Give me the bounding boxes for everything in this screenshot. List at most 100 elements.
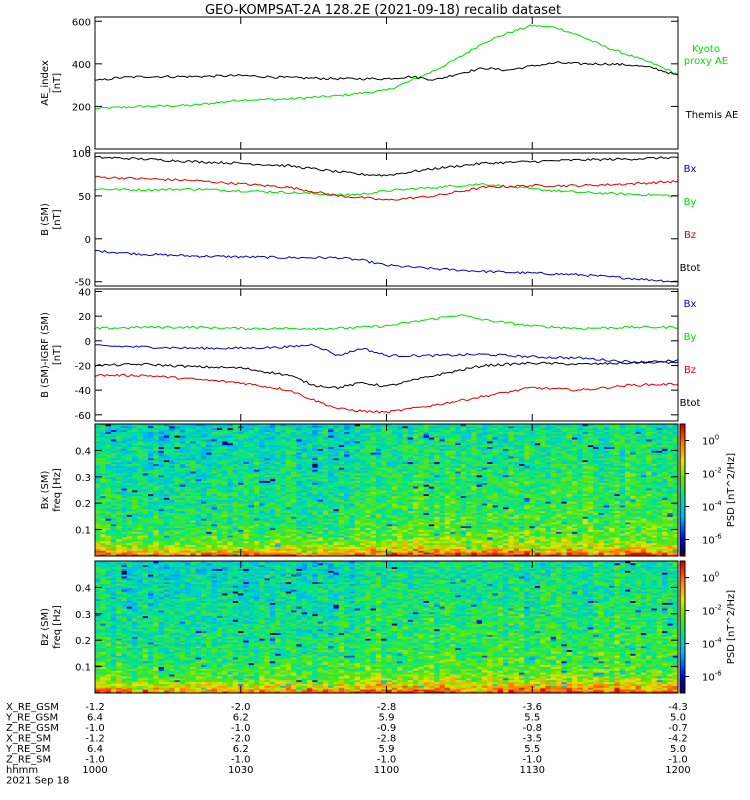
psd-cell <box>105 488 112 491</box>
psd-cell <box>216 469 223 472</box>
psd-cell <box>238 537 244 540</box>
psd-cell <box>148 503 154 506</box>
psd-cell <box>275 520 281 523</box>
psd-cell <box>344 506 350 510</box>
psd-cell <box>163 444 170 448</box>
psd-cell <box>259 554 265 557</box>
psd-cell <box>185 469 191 472</box>
psd-cell <box>285 435 292 438</box>
psd-cell <box>269 531 276 534</box>
psd-cell <box>285 514 292 517</box>
psd-cell <box>201 539 207 542</box>
psd-cell <box>179 493 186 497</box>
psd-cell <box>259 435 265 438</box>
psd-cell <box>153 450 159 453</box>
psd-cell <box>238 469 244 472</box>
psd-cell <box>195 533 202 536</box>
psd-cell <box>190 427 197 431</box>
psd-cell <box>201 476 207 480</box>
psd-cell <box>110 442 117 446</box>
psd-cell <box>227 459 234 463</box>
psd-cell <box>291 448 297 451</box>
psd-cell <box>322 424 329 427</box>
psd-cell <box>95 520 101 523</box>
psd-cell <box>328 446 334 449</box>
psd-cell <box>132 542 138 546</box>
psd-cell <box>312 520 318 523</box>
psd-cell <box>153 469 159 472</box>
psd-cell <box>275 486 281 489</box>
psd-cell <box>206 548 212 551</box>
psd-cell <box>254 450 260 453</box>
psd-cell <box>338 512 345 515</box>
psd-cell <box>232 491 239 495</box>
psd-cell <box>243 540 250 544</box>
psd-cell <box>110 505 117 508</box>
psd-cell <box>169 488 175 491</box>
psd-cell <box>227 473 234 476</box>
psd-cell <box>211 456 218 459</box>
psd-cell <box>280 448 287 451</box>
psd-cell <box>206 529 212 532</box>
psd-cell <box>291 461 297 464</box>
psd-cell <box>142 444 149 448</box>
psd-cell <box>301 495 308 498</box>
psd-cell <box>148 424 154 427</box>
psd-cell <box>269 522 276 525</box>
psd-cell <box>344 505 350 508</box>
psd-cell <box>206 439 212 442</box>
psd-cell <box>163 456 170 459</box>
psd-cell <box>211 463 218 466</box>
psd-cell <box>116 439 122 442</box>
psd-cell <box>190 525 197 529</box>
psd-cell <box>179 469 186 472</box>
psd-cell <box>280 552 287 555</box>
psd-cell <box>280 490 287 493</box>
psd-cell <box>158 546 165 549</box>
psd-cell <box>232 495 239 498</box>
psd-cell <box>254 431 260 434</box>
psd-cell <box>338 503 345 506</box>
psd-cell <box>110 518 117 521</box>
psd-cell <box>201 473 207 476</box>
psd-cell <box>317 448 324 451</box>
psd-cell <box>211 520 218 523</box>
psd-cell <box>259 520 265 523</box>
psd-cell <box>174 476 181 480</box>
psd-cell <box>163 503 170 506</box>
psd-cell <box>121 482 128 485</box>
psd-cell <box>243 425 250 429</box>
psd-cell <box>179 431 186 434</box>
psd-cell <box>185 491 191 495</box>
psd-cell <box>243 535 250 538</box>
psd-cell <box>195 473 202 476</box>
psd-cell <box>259 525 265 529</box>
psd-cell <box>248 544 255 547</box>
psd-cell <box>201 544 207 547</box>
psd-cell <box>338 452 345 455</box>
psd-cell <box>317 533 324 536</box>
psd-cell <box>116 495 122 498</box>
psd-cell <box>169 425 175 429</box>
psd-cell <box>126 503 133 506</box>
psd-cell <box>328 459 334 463</box>
psd-cell <box>100 448 106 451</box>
psd-cell <box>275 473 281 476</box>
psd-cell <box>121 476 128 480</box>
psd-cell <box>222 506 228 510</box>
psd-cell <box>259 465 265 468</box>
psd-cell <box>232 520 239 523</box>
psd-cell <box>211 491 218 495</box>
psd-cell <box>222 471 228 474</box>
psd-cell <box>222 461 228 464</box>
psd-cell <box>243 480 250 483</box>
psd-cell <box>105 454 112 457</box>
psd-cell <box>222 491 228 495</box>
psd-cell <box>126 539 133 542</box>
psd-cell <box>206 490 212 493</box>
psd-cell <box>280 473 287 476</box>
psd-cell <box>312 457 318 461</box>
psd-cell <box>126 552 133 555</box>
psd-cell <box>126 546 133 549</box>
psd-cell <box>243 508 250 512</box>
